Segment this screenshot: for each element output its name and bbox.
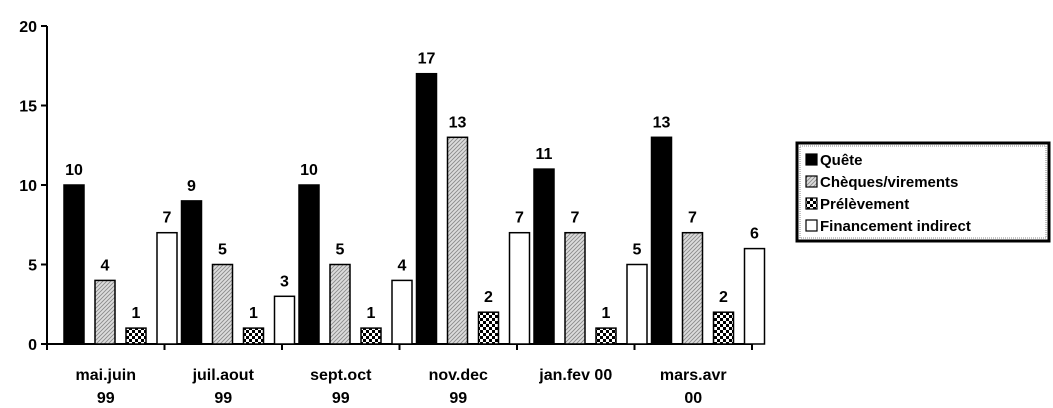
bar xyxy=(681,231,704,345)
category-label: 99 xyxy=(449,390,467,407)
bar xyxy=(94,279,116,345)
bar xyxy=(298,184,320,345)
bar xyxy=(180,200,203,345)
bar xyxy=(712,311,735,345)
data-label: 7 xyxy=(571,210,580,227)
data-label: 11 xyxy=(536,146,553,163)
legend-box xyxy=(795,141,1051,243)
legend-swatch xyxy=(805,153,818,166)
legend-label: Chèques/virements xyxy=(820,174,958,191)
data-label: 1 xyxy=(132,305,141,322)
bar xyxy=(273,295,296,345)
data-label: 1 xyxy=(602,305,611,322)
legend-swatch xyxy=(805,197,818,210)
bar xyxy=(446,136,469,345)
y-tick-label: 5 xyxy=(28,258,37,275)
category-label: jan.fev 00 xyxy=(538,367,612,384)
bar xyxy=(626,263,648,345)
category-label: 00 xyxy=(684,390,702,407)
category-label: 99 xyxy=(332,390,350,407)
legend-inner-border xyxy=(799,145,1047,239)
data-label: 13 xyxy=(449,114,467,131)
bar xyxy=(360,327,382,345)
bar xyxy=(533,168,555,345)
category-label: juil.aout xyxy=(192,367,255,384)
bar xyxy=(743,247,766,345)
category-label: sept.oct xyxy=(310,367,372,384)
category-labels: mai.juin 99 juil.aout 99 sept.oct 99 nov.dec 99… xyxy=(76,367,727,407)
legend: Quête Chèques/virements Prélèvement Finance… xyxy=(795,141,1051,243)
bar xyxy=(242,327,265,345)
legend-label: Quête xyxy=(820,152,863,169)
bar xyxy=(650,136,673,345)
legend-swatch xyxy=(805,219,818,232)
legend-swatch xyxy=(805,175,818,188)
data-label: 9 xyxy=(187,178,196,195)
bar xyxy=(63,184,85,345)
y-tick-label: 15 xyxy=(19,99,37,116)
data-label: 2 xyxy=(484,289,493,306)
category-label: mars.avr xyxy=(660,367,727,384)
data-label: 13 xyxy=(653,114,671,131)
bar xyxy=(595,327,617,345)
y-tick-label: 10 xyxy=(19,178,37,195)
data-label: 2 xyxy=(719,289,728,306)
bar xyxy=(415,72,438,345)
data-label: 4 xyxy=(398,257,407,274)
category-label: nov.dec xyxy=(429,367,488,384)
y-tick-label: 0 xyxy=(28,337,37,354)
data-label: 5 xyxy=(218,242,227,259)
legend-label: Financement indirect xyxy=(820,218,971,235)
data-label: 17 xyxy=(418,51,436,68)
data-label: 7 xyxy=(163,210,172,227)
bar xyxy=(508,231,531,345)
bar xyxy=(211,263,234,345)
category-label: mai.juin xyxy=(76,367,136,384)
bar xyxy=(156,231,178,345)
bar xyxy=(477,311,500,345)
bar xyxy=(125,327,147,345)
data-label: 5 xyxy=(336,242,345,259)
category-label: 99 xyxy=(214,390,232,407)
data-label: 10 xyxy=(65,162,83,179)
bar xyxy=(391,279,413,345)
data-label: 7 xyxy=(515,210,524,227)
data-label: 7 xyxy=(688,210,697,227)
y-tick-label: 20 xyxy=(19,19,37,36)
bars xyxy=(63,72,766,345)
legend-label: Prélèvement xyxy=(820,196,909,213)
data-label: 6 xyxy=(750,226,759,243)
category-label: 99 xyxy=(97,390,115,407)
bar xyxy=(564,231,586,345)
data-label: 5 xyxy=(633,242,642,259)
data-label: 1 xyxy=(249,305,258,322)
data-label: 4 xyxy=(101,257,110,274)
data-label: 1 xyxy=(367,305,376,322)
data-label: 3 xyxy=(280,273,289,290)
bar xyxy=(329,263,351,345)
data-label: 10 xyxy=(300,162,318,179)
